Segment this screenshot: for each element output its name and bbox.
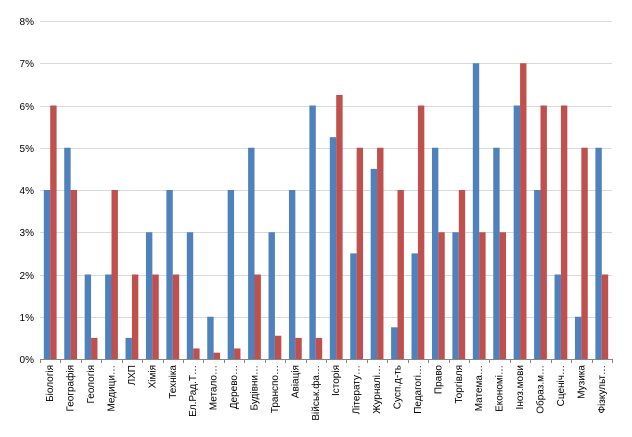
x-tick-label: Сусп.д-ть — [393, 365, 404, 409]
bar-series-1 — [105, 274, 112, 359]
x-tick-label: Авіація — [290, 365, 301, 398]
bar-series-1 — [248, 147, 255, 359]
bar-series-2 — [152, 274, 159, 359]
bar-series-1 — [431, 147, 439, 359]
x-tick-label: Хімія — [147, 365, 158, 388]
x-tick-label: Будівни… — [250, 365, 261, 411]
bar-series-1 — [268, 232, 275, 359]
bar-series-1 — [64, 147, 71, 359]
x-tick-label: Літерату… — [352, 365, 363, 414]
bar-series-2 — [254, 274, 261, 359]
bar-series-1 — [513, 105, 521, 359]
y-tick-label: 7% — [20, 59, 35, 70]
x-axis: Біологія Географія Геологія Медици… ЛХП Хімія… — [40, 359, 613, 421]
x-tick-label: Історія — [331, 365, 342, 396]
x-tick-label: Геологія — [86, 365, 97, 403]
bar-series-2 — [50, 105, 57, 359]
bar-series-1 — [472, 63, 480, 359]
x-tick-label: Музика — [576, 365, 587, 399]
bar-series-1 — [370, 168, 378, 360]
x-tick-label: Сценіч… — [556, 365, 567, 406]
bar-series-2 — [131, 274, 139, 359]
x-tick-label: Економі… — [495, 365, 506, 412]
bar-series-2 — [540, 105, 547, 359]
y-tick-label: 1% — [20, 313, 35, 324]
bar-series-1 — [166, 190, 173, 359]
y-tick-label: 4% — [20, 186, 35, 197]
bar-series-1 — [145, 232, 153, 359]
y-tick-label: 3% — [20, 228, 35, 239]
bar-series-1 — [534, 190, 541, 359]
bar-series-1 — [493, 147, 500, 359]
bar-series-2 — [234, 348, 241, 359]
bar-series-2 — [274, 335, 282, 359]
y-axis: 0% 1% 2% 3% 4% 5% 6% 7% 8% — [20, 17, 35, 366]
bar-series-2 — [315, 337, 323, 360]
bar-series-2 — [581, 147, 588, 359]
x-tick-label: Іноз.мови — [515, 365, 526, 409]
bar-series-2 — [397, 190, 404, 359]
x-tick-label: Журналі… — [372, 365, 383, 414]
bar-series-2 — [213, 352, 221, 359]
bar-series-1 — [288, 190, 296, 359]
bar-series-1 — [43, 190, 51, 359]
bar-series-1 — [574, 316, 582, 359]
x-tick-label: Метало… — [209, 365, 220, 410]
bar-series-1 — [309, 105, 316, 359]
x-tick-label: Дерево… — [229, 365, 240, 409]
bar-series-2 — [172, 274, 180, 359]
bar-series-2 — [601, 274, 609, 359]
bar-series-2 — [91, 337, 98, 360]
x-tick-label: Техніка — [168, 365, 179, 399]
bar-series-2 — [438, 232, 445, 359]
bar-series-1 — [84, 274, 92, 359]
x-tick-label: Образ.м… — [535, 365, 547, 414]
bar-series-2 — [560, 105, 568, 359]
bar-series-2 — [458, 190, 466, 359]
bar-series-1 — [227, 190, 235, 359]
y-tick-label: 5% — [20, 144, 35, 155]
bar-series-2 — [295, 337, 302, 360]
y-tick-label: 0% — [20, 355, 35, 366]
bar-series-1 — [411, 253, 418, 360]
x-tick-label: ЛХП — [127, 365, 138, 385]
x-tick-label: Транспо… — [270, 365, 281, 413]
bar-series-2 — [377, 147, 384, 359]
x-tick-label: Право — [433, 365, 444, 395]
bar-series-2 — [70, 190, 78, 359]
x-tick-label: Географія — [65, 365, 77, 412]
bar-series-1 — [595, 147, 602, 359]
bar-series-2 — [336, 94, 343, 359]
x-tick-label: Військ.фа… — [310, 365, 322, 421]
x-tick-label: Ел.Рад.Т… — [188, 365, 199, 417]
bar-series-1 — [125, 337, 132, 360]
bar-series-1 — [207, 316, 214, 359]
y-tick-label: 8% — [20, 17, 35, 28]
bars — [43, 63, 609, 360]
bar-series-2 — [356, 147, 364, 359]
x-tick-label: Медици… — [107, 365, 118, 412]
bar-series-1 — [452, 232, 459, 359]
x-tick-label: Біологія — [45, 365, 56, 402]
x-tick-label: Матема… — [474, 365, 485, 411]
x-tick-label: Торгівля — [454, 365, 465, 404]
bar-series-1 — [350, 253, 357, 360]
bar-series-1 — [391, 327, 398, 359]
bar-series-1 — [554, 274, 561, 359]
bar-series-2 — [417, 105, 425, 359]
x-tick-label: Педагогі… — [413, 365, 424, 414]
bar-series-1 — [329, 137, 337, 359]
y-tick-label: 6% — [20, 102, 35, 113]
bar-series-2 — [499, 232, 507, 359]
bar-series-2 — [520, 63, 527, 359]
bar-series-2 — [111, 190, 118, 359]
bar-series-2 — [193, 348, 200, 359]
x-tick-label: Фізкульт… — [597, 365, 608, 414]
y-tick-label: 2% — [20, 271, 35, 282]
bar-series-2 — [479, 232, 486, 359]
bar-series-1 — [186, 232, 194, 359]
